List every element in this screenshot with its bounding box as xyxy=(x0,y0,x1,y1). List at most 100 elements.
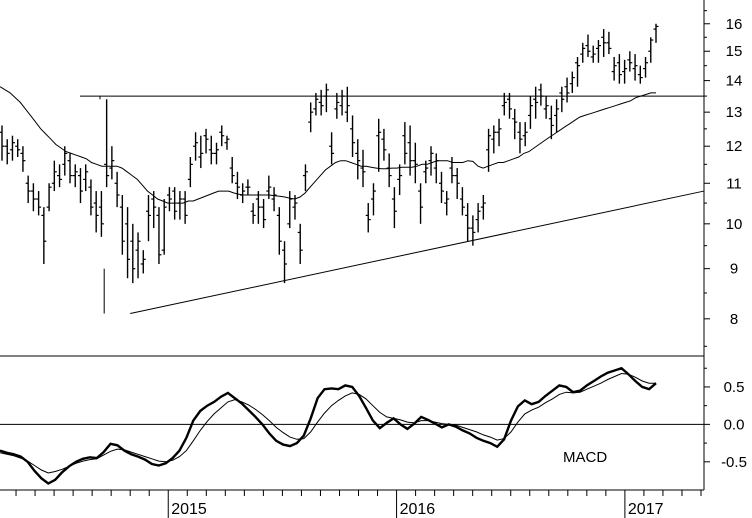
ohlc-bar xyxy=(36,191,42,216)
ohlc-bar xyxy=(271,187,277,212)
ohlc-bar xyxy=(219,125,225,147)
ohlc-bar xyxy=(323,83,329,113)
ohlc-bar xyxy=(339,89,345,116)
ohlc-bar xyxy=(491,125,497,154)
ohlc-bar xyxy=(601,29,607,57)
ohlc-bar xyxy=(9,135,15,161)
ohlc-bar xyxy=(287,191,293,229)
ohlc-bar xyxy=(355,139,361,180)
ohlc-bar xyxy=(575,56,581,87)
macd-panel xyxy=(0,366,704,485)
ohlc-bar xyxy=(93,191,99,233)
ohlc-bar xyxy=(276,207,282,255)
ohlc-bar xyxy=(109,146,115,180)
ohlc-bar xyxy=(428,146,434,176)
ohlc-bar xyxy=(255,191,261,224)
ohlc-bar xyxy=(543,96,549,119)
price-tick-label: 12 xyxy=(726,138,743,155)
macd-tick-label: 0.5 xyxy=(724,379,745,396)
ohlc-bar xyxy=(627,51,633,72)
ohlc-bar xyxy=(496,118,502,147)
ohlc-bar xyxy=(224,135,230,150)
ohlc-bar xyxy=(611,56,617,81)
ohlc-bar xyxy=(632,54,638,81)
price-tick-label: 16 xyxy=(726,16,743,33)
ohlc-bar xyxy=(198,135,204,169)
macd-tick-label: 0.0 xyxy=(724,416,745,433)
ohlc-bar xyxy=(402,122,408,165)
ohlc-bar xyxy=(501,92,507,116)
ohlc-bar xyxy=(83,164,89,192)
ohlc-bar xyxy=(98,191,104,237)
ohlc-bar xyxy=(465,203,471,242)
price-tick-label: 10 xyxy=(726,216,743,233)
ohlc-bar xyxy=(564,77,570,103)
ohlc-bar xyxy=(637,65,643,84)
ohlc-bar xyxy=(444,191,450,216)
ohlc-bar xyxy=(365,203,371,233)
price-tick-label: 15 xyxy=(726,43,743,60)
ohlc-bar xyxy=(0,125,5,161)
macd-signal-line xyxy=(0,372,656,474)
ohlc-bar xyxy=(187,157,193,188)
ohlc-bar xyxy=(397,164,403,196)
ohlc-bar xyxy=(580,42,586,63)
ohlc-bar xyxy=(595,40,601,63)
macd-tick-label: -0.5 xyxy=(721,454,747,471)
ohlc-bar xyxy=(350,115,356,158)
ohlc-bar xyxy=(554,99,560,133)
ohlc-bar xyxy=(151,191,157,229)
ohlc-bar xyxy=(538,83,544,106)
ohlc-bar xyxy=(449,157,455,184)
ohlc-bar xyxy=(308,102,314,133)
ohlc-bar xyxy=(4,139,10,165)
price-panel xyxy=(0,23,705,315)
ohlc-bar xyxy=(590,45,596,63)
ohlc-bar xyxy=(234,171,240,200)
ohlc-bar xyxy=(622,59,628,84)
ohlc-bar xyxy=(130,223,136,284)
ohlc-bar xyxy=(25,175,31,204)
ohlc-bar xyxy=(67,153,73,184)
ohlc-bar xyxy=(104,99,110,188)
ohlc-bar xyxy=(182,191,188,224)
ohlc-bar xyxy=(344,86,350,123)
ohlc-bar xyxy=(302,164,308,192)
ohlc-bar xyxy=(507,92,513,119)
year-label: 2016 xyxy=(400,501,436,518)
price-tick-label: 8 xyxy=(730,311,738,328)
price-tick-label: 14 xyxy=(726,73,743,90)
ohlc-bar xyxy=(318,89,324,116)
ohlc-bar xyxy=(486,128,492,172)
ohlc-bar xyxy=(30,183,36,212)
ohlc-bar xyxy=(20,146,26,172)
ohlc-bar xyxy=(606,31,612,55)
ohlc-bar xyxy=(616,54,622,84)
ohlc-bar xyxy=(125,207,131,279)
price-tick-label: 9 xyxy=(730,261,738,278)
ohlc-bar xyxy=(140,250,146,274)
ohlc-bar xyxy=(454,168,460,200)
ohlc-bar xyxy=(459,187,465,216)
ohlc-bar xyxy=(533,86,539,119)
macd-label: MACD xyxy=(563,449,607,466)
ohlc-bar xyxy=(381,128,387,161)
ohlc-bar xyxy=(119,195,125,255)
ohlc-bar xyxy=(114,171,120,208)
ohlc-bar xyxy=(569,71,575,93)
ohlc-bar xyxy=(41,207,47,264)
ohlc-bar xyxy=(653,23,659,43)
ohlc-bar xyxy=(77,168,83,204)
ohlc-bar xyxy=(418,183,424,224)
ohlc-bar xyxy=(517,122,523,154)
ohlc-bar xyxy=(585,34,591,57)
price-tick-label: 13 xyxy=(726,104,743,121)
ohlc-bar xyxy=(438,171,444,204)
year-label: 2015 xyxy=(171,501,207,518)
ohlc-bar xyxy=(282,241,288,284)
ohlc-bar xyxy=(193,132,199,161)
ohlc-bar xyxy=(475,203,481,233)
ohlc-bar xyxy=(470,215,476,246)
ohlc-bar xyxy=(559,86,565,113)
